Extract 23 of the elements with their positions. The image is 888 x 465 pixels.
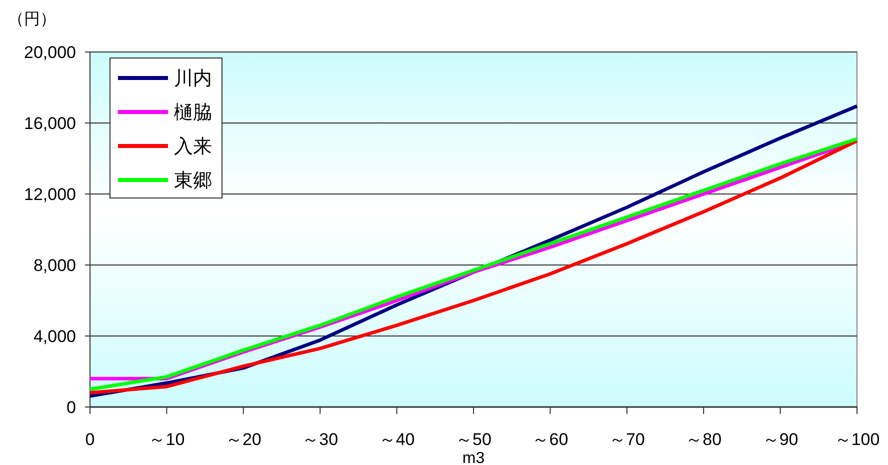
y-tick-label: 0 <box>66 398 76 417</box>
x-axis-title: m3 <box>462 450 485 465</box>
x-tick-label: ～30 <box>302 430 338 449</box>
x-tick-label: ～10 <box>148 430 185 449</box>
x-tick-label: ～70 <box>608 430 645 449</box>
y-tick-label: 12,000 <box>24 184 76 204</box>
y-tick-label: 8,000 <box>33 256 76 275</box>
x-tick-label: ～50 <box>456 430 492 449</box>
x-tick-label: ～20 <box>225 430 262 449</box>
x-tick-label: ～90 <box>762 430 798 449</box>
y-tick-label: 16,000 <box>24 114 76 133</box>
y-tick-label: 20,000 <box>24 42 76 62</box>
legend-label: 東郷 <box>174 170 212 192</box>
x-tick-label: ～80 <box>686 430 722 449</box>
x-tick-label: 0 <box>85 430 95 449</box>
legend-label: 樋脇 <box>174 102 212 124</box>
y-tick-label: 4,000 <box>33 326 76 346</box>
legend-label: 川内 <box>174 68 212 90</box>
x-tick-label: ～60 <box>532 430 568 449</box>
x-tick-label: ～100 <box>834 430 880 449</box>
y-axis-title: （円） <box>8 11 56 28</box>
x-tick-label: ～40 <box>378 430 415 449</box>
legend-label: 入来 <box>174 136 212 158</box>
